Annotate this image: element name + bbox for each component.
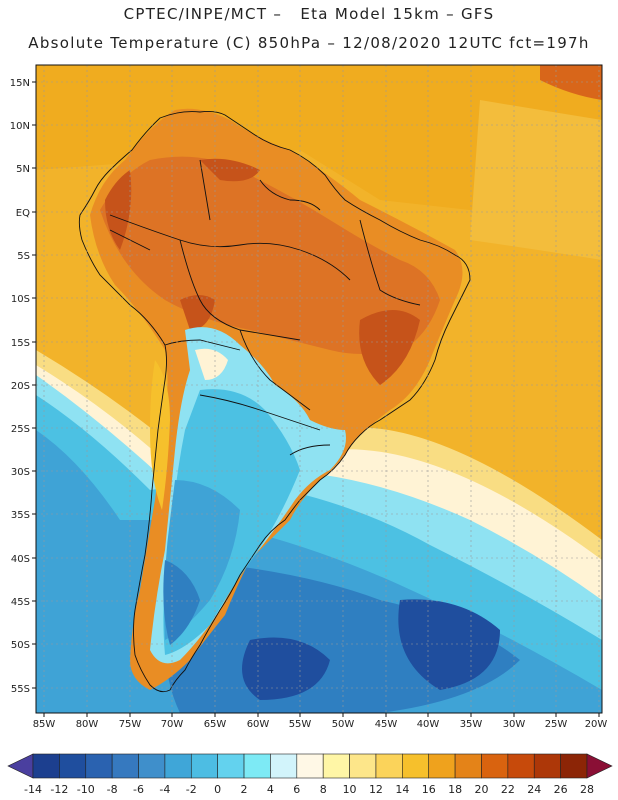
grid-lines [36,65,602,713]
colorbar-label: 22 [501,783,515,796]
chart-title-line2: Absolute Temperature (C) 850hPa – 12/08/… [28,34,590,52]
colorbar-label: -6 [133,783,144,796]
lat-label: 40S [11,554,30,565]
colorbar-label: -4 [159,783,170,796]
colorbar-label: 8 [320,783,327,796]
colorbar-swatch [428,753,456,779]
lat-label: 10S [11,294,30,305]
longitude-labels: 85W 80W 75W 70W 65W 60W 55W 50W 45W 40W … [33,719,608,730]
lat-label: 15S [11,338,30,349]
colorbar-label: 28 [580,783,594,796]
colorbar-swatch [322,753,350,779]
colorbar-swatch [164,753,192,779]
lon-label: 70W [161,719,184,730]
colorbar-high-arrow [586,753,613,779]
lat-label: 5S [17,251,30,262]
lat-label: 5N [16,164,30,175]
colorbar-label: 0 [214,783,221,796]
lat-label: EQ [16,208,30,219]
lon-label: 75W [119,719,142,730]
lat-label: 30S [11,467,30,478]
chart-title-line1: CPTEC/INPE/MCT – Eta Model 15km – GFS [123,5,495,23]
colorbar-label: 20 [474,783,488,796]
tick-marks [32,81,600,717]
colorbar-label: 2 [241,783,248,796]
lon-label: 65W [204,719,227,730]
lon-label: 80W [76,719,99,730]
lat-label: 45S [11,597,30,608]
temperature-field [36,65,602,713]
colorbar-label: 12 [369,783,383,796]
lon-label: 60W [247,719,270,730]
colorbar-label: 10 [343,783,357,796]
colorbar-swatch [375,753,403,779]
map-frame [35,64,603,714]
colorbar-label: -8 [107,783,118,796]
lon-label: 25W [545,719,568,730]
colorbar-label: -10 [77,783,95,796]
colorbar-label: 16 [422,783,436,796]
colorbar-label: 26 [554,783,568,796]
lon-label: 50W [332,719,355,730]
colorbar-swatch [270,753,298,779]
colorbar-label: 14 [395,783,409,796]
colorbar-label: 4 [267,783,274,796]
colorbar-swatch [402,753,430,779]
colorbar-swatch [296,753,324,779]
lon-label: 30W [503,719,526,730]
lon-label: 35W [460,719,483,730]
colorbar-label: 6 [293,783,300,796]
colorbar-swatch [85,753,113,779]
coastlines [78,110,471,693]
colorbar-swatch [111,753,139,779]
lat-label: 20S [11,381,30,392]
colorbar-swatch [243,753,271,779]
colorbar-swatch [454,753,482,779]
colorbar-label: -12 [50,783,68,796]
lat-label: 15N [10,78,30,89]
colorbar-swatch [217,753,245,779]
lat-label: 25S [11,424,30,435]
colorbar-swatch [138,753,166,779]
colorbar-label: 18 [448,783,462,796]
latitude-labels: 15N 10N 5N EQ 5S 10S 15S 20S 25S 30S 35S… [10,78,30,695]
lon-label: 40W [417,719,440,730]
colorbar-swatch [349,753,377,779]
colorbar-low-arrow [7,753,34,779]
colorbar-swatch [32,753,60,779]
colorbar-swatch [190,753,218,779]
lon-label: 20W [585,719,608,730]
colorbar-label: -14 [24,783,42,796]
colorbar-swatch [59,753,87,779]
colorbar-label: 24 [527,783,541,796]
colorbar: -14 -12 -10 -8 -6 -4 -2 0 2 4 6 8 10 12 14 16 18 20 22 24 26… [7,753,613,796]
lat-label: 10N [10,121,30,132]
colorbar-label: -2 [186,783,197,796]
lat-label: 50S [11,640,30,651]
colorbar-swatch [481,753,509,779]
colorbar-swatch [507,753,535,779]
lon-label: 45W [375,719,398,730]
colorbar-swatch [533,753,561,779]
lon-label: 55W [289,719,312,730]
colorbar-swatch [560,753,588,779]
lon-label: 85W [33,719,56,730]
lat-label: 35S [11,510,30,521]
lat-label: 55S [11,684,30,695]
